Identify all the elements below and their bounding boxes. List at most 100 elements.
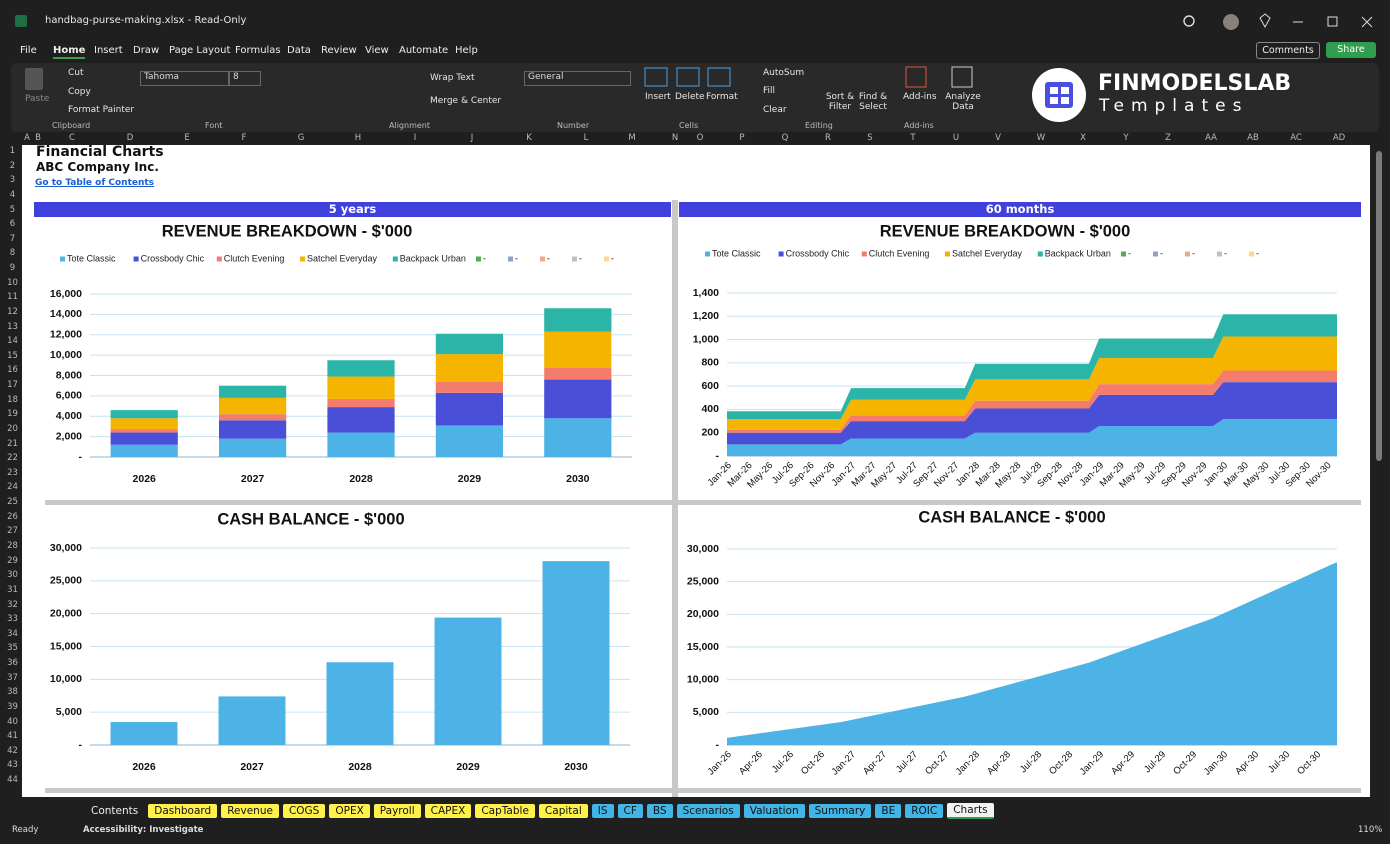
column-header[interactable]: Y: [1123, 133, 1129, 143]
paste-icon[interactable]: [25, 68, 43, 90]
column-header[interactable]: B: [35, 133, 41, 143]
menu-item[interactable]: Automate: [399, 45, 449, 56]
analyze-icon[interactable]: [951, 66, 973, 88]
menu-item[interactable]: Help: [455, 45, 478, 56]
row-header[interactable]: 3: [9, 175, 16, 186]
restore[interactable]: [1327, 16, 1338, 27]
sheet-tab[interactable]: Revenue: [221, 803, 279, 819]
ribbon-control[interactable]: Fill: [763, 86, 776, 96]
sheet-tab[interactable]: Scenarios: [676, 803, 740, 819]
share-button[interactable]: Share: [1326, 42, 1376, 58]
column-header[interactable]: AB: [1247, 133, 1259, 143]
toc-link[interactable]: Go to Table of Contents: [35, 178, 155, 188]
row-header[interactable]: 26: [7, 511, 18, 522]
row-header[interactable]: 15: [7, 350, 18, 361]
sheet-tab[interactable]: Valuation: [743, 803, 805, 819]
sheet-tab[interactable]: CF: [617, 803, 643, 819]
row-header[interactable]: 13: [7, 321, 18, 332]
row-header[interactable]: 44: [7, 775, 18, 786]
menu-item[interactable]: Formulas: [235, 45, 281, 56]
ribbon-control[interactable]: Delete: [675, 92, 705, 102]
sheet-tab[interactable]: Summary: [808, 803, 872, 819]
row-header[interactable]: 20: [7, 423, 18, 434]
ribbon-control[interactable]: Paste: [25, 94, 50, 104]
column-header[interactable]: M: [628, 133, 636, 143]
sort-filter[interactable]: Sort & Filter: [825, 92, 855, 113]
ribbon-control[interactable]: AutoSum: [763, 68, 805, 78]
row-header[interactable]: 32: [7, 599, 18, 610]
column-header[interactable]: U: [952, 133, 960, 143]
row-header[interactable]: 12: [7, 306, 18, 317]
row-header[interactable]: 14: [7, 336, 18, 347]
sheet-tab[interactable]: Dashboard: [148, 803, 218, 819]
row-header[interactable]: 6: [9, 219, 16, 230]
row-header[interactable]: 41: [7, 731, 18, 742]
column-header[interactable]: C: [69, 133, 75, 143]
sheet-tab[interactable]: COGS: [282, 803, 326, 819]
row-header[interactable]: 39: [7, 701, 18, 712]
delete-icon[interactable]: [676, 67, 700, 87]
column-header[interactable]: I: [413, 133, 417, 143]
row-header[interactable]: 37: [7, 672, 18, 683]
row-header[interactable]: 30: [7, 570, 18, 581]
row-header[interactable]: 42: [7, 745, 18, 756]
status-accessibility[interactable]: Accessibility: Investigate: [83, 825, 204, 835]
column-header[interactable]: X: [1080, 133, 1086, 143]
sheet-tab[interactable]: Contents: [85, 803, 145, 819]
menu-item[interactable]: Review: [321, 45, 357, 56]
row-header[interactable]: 16: [7, 365, 18, 376]
row-header[interactable]: 34: [7, 628, 18, 639]
column-header[interactable]: O: [696, 133, 704, 143]
diamond-icon[interactable]: [1259, 13, 1271, 29]
ribbon-control[interactable]: Clear: [763, 105, 787, 115]
close[interactable]: [1361, 16, 1373, 28]
ribbon-control[interactable]: Wrap Text: [430, 73, 475, 83]
row-header[interactable]: 23: [7, 467, 18, 478]
column-header[interactable]: S: [867, 133, 873, 143]
row-header[interactable]: 7: [9, 233, 16, 244]
format-icon[interactable]: [707, 67, 731, 87]
ribbon-control[interactable]: Format: [706, 92, 738, 102]
font-name[interactable]: Tahoma: [140, 71, 229, 86]
column-header[interactable]: AD: [1332, 133, 1346, 143]
column-header[interactable]: G: [297, 133, 305, 143]
row-header[interactable]: 17: [7, 380, 18, 391]
sheet-tab[interactable]: Payroll: [373, 803, 421, 819]
column-header[interactable]: W: [1036, 133, 1046, 143]
row-header[interactable]: 9: [9, 263, 16, 274]
vertical-scrollbar[interactable]: [1372, 145, 1386, 797]
menu-item[interactable]: Draw: [133, 45, 160, 56]
column-header[interactable]: K: [526, 133, 532, 143]
sheet-tab[interactable]: BE: [875, 803, 902, 819]
addins-icon[interactable]: [905, 66, 927, 88]
sheet-tab[interactable]: ROIC: [905, 803, 944, 819]
menu-item[interactable]: File: [20, 45, 37, 56]
row-header[interactable]: 25: [7, 497, 18, 508]
row-header[interactable]: 5: [9, 204, 16, 215]
menu-item[interactable]: Insert: [94, 45, 123, 56]
search-icon[interactable]: [1183, 15, 1195, 27]
ribbon-control[interactable]: Format Painter: [68, 105, 135, 115]
font-size[interactable]: 8: [229, 71, 261, 86]
row-header[interactable]: 2: [9, 160, 16, 171]
column-header[interactable]: AC: [1290, 133, 1302, 143]
column-header[interactable]: F: [241, 133, 247, 143]
column-header[interactable]: Q: [781, 133, 789, 143]
row-header[interactable]: 19: [7, 409, 18, 420]
column-header[interactable]: N: [671, 133, 679, 143]
column-header[interactable]: H: [354, 133, 362, 143]
row-header[interactable]: 4: [9, 189, 16, 200]
avatar[interactable]: [1223, 14, 1239, 30]
sheet-tab[interactable]: IS: [591, 803, 614, 819]
column-header[interactable]: V: [995, 133, 1001, 143]
row-header[interactable]: 27: [7, 526, 18, 537]
number-format[interactable]: General: [524, 71, 631, 86]
column-header[interactable]: J: [470, 133, 474, 143]
ribbon-control[interactable]: Merge & Center: [430, 96, 502, 106]
column-header[interactable]: P: [739, 133, 745, 143]
sheet-tab[interactable]: CAPEX: [424, 803, 472, 819]
row-header[interactable]: 24: [7, 482, 18, 493]
column-header[interactable]: L: [583, 133, 589, 143]
find-select[interactable]: Find & Select: [858, 92, 888, 113]
sheet-tab[interactable]: Capital: [538, 803, 588, 819]
